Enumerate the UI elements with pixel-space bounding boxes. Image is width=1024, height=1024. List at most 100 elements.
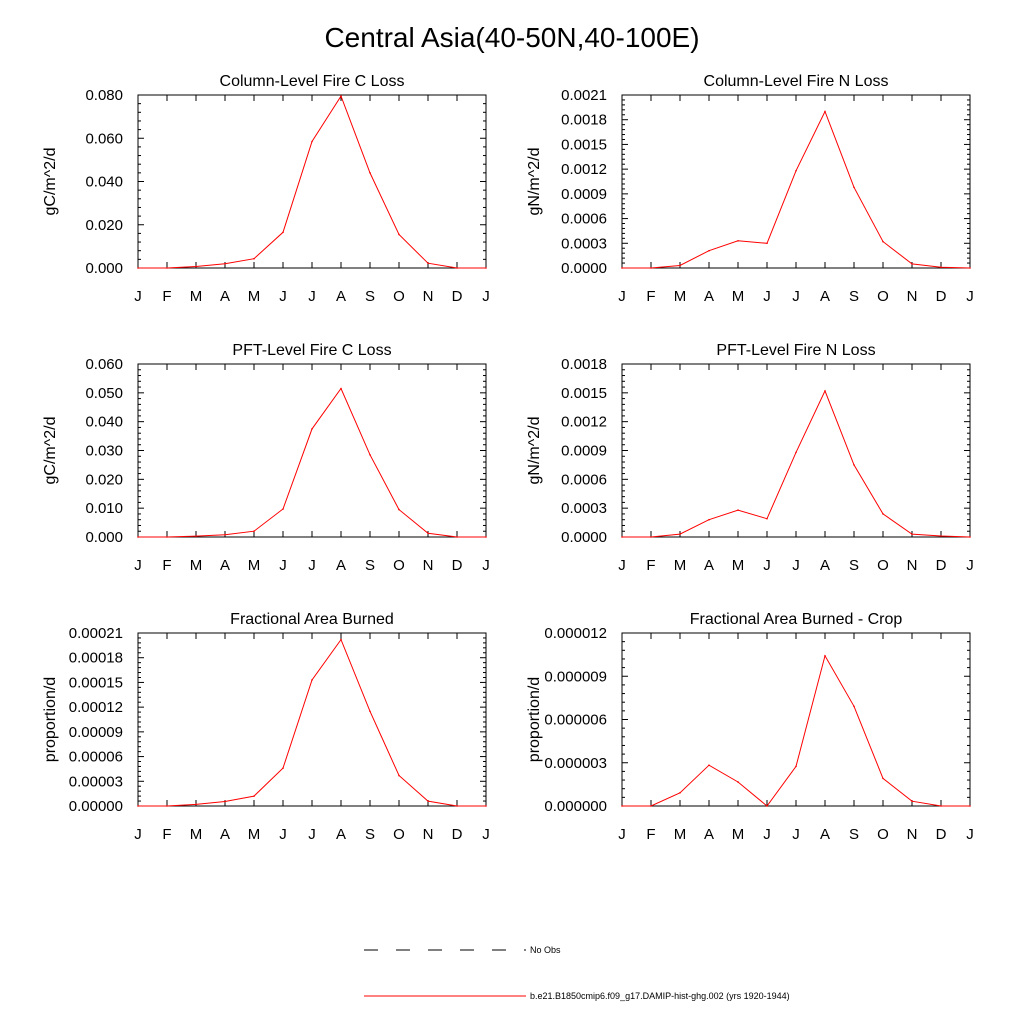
data-point: [311, 679, 313, 681]
x-tick-label: S: [849, 826, 859, 843]
x-tick-label: J: [308, 826, 316, 843]
data-point: [737, 240, 739, 242]
x-tick-label: A: [820, 826, 830, 843]
x-tick-label: N: [423, 288, 434, 305]
data-point: [456, 805, 458, 807]
data-point: [911, 800, 913, 802]
data-point: [369, 172, 371, 174]
data-point: [795, 765, 797, 768]
figure-title: Central Asia(40-50N,40-100E): [324, 22, 700, 53]
y-tick-label: 0.00006: [69, 749, 123, 766]
data-point: [369, 710, 371, 713]
y-tick-label: 0.040: [85, 414, 123, 431]
data-point: [621, 267, 623, 269]
panel-title: PFT-Level Fire N Loss: [716, 342, 875, 359]
y-tick-label: 0.000: [85, 529, 123, 546]
x-tick-label: O: [393, 288, 405, 305]
x-tick-label: J: [134, 288, 142, 305]
x-tick-label: J: [763, 826, 771, 843]
data-point: [195, 265, 197, 268]
y-tick-label: 0.0000: [561, 260, 607, 277]
data-point: [311, 428, 313, 430]
x-tick-label: S: [365, 826, 375, 843]
x-tick-label: A: [820, 288, 830, 305]
x-tick-label: M: [732, 557, 745, 574]
y-tick-label: 0.020: [85, 217, 123, 234]
y-tick-label: 0.000000: [544, 798, 607, 815]
y-tick-label: 0.0015: [561, 385, 607, 402]
panel-title: PFT-Level Fire C Loss: [232, 342, 391, 359]
y-tick-label: 0.0006: [561, 211, 607, 228]
data-point: [427, 800, 429, 802]
x-tick-label: D: [452, 826, 463, 843]
data-point: [708, 518, 710, 521]
data-point: [882, 513, 884, 515]
data-point: [166, 536, 168, 538]
x-tick-label: J: [763, 288, 771, 305]
data-point: [795, 451, 797, 454]
y-tick-label: 0.000012: [544, 625, 607, 642]
x-tick-label: F: [162, 826, 171, 843]
y-axis-label: gC/m^2/d: [42, 417, 59, 485]
data-point: [737, 509, 739, 511]
x-tick-label: J: [482, 288, 490, 305]
panel-title: Fractional Area Burned: [230, 611, 394, 628]
x-tick-label: M: [732, 826, 745, 843]
x-tick-label: A: [336, 288, 346, 305]
data-point: [940, 535, 942, 537]
plot-frame: [137, 363, 487, 538]
x-tick-label: N: [907, 557, 918, 574]
y-tick-label: 0.020: [85, 471, 123, 488]
data-point: [969, 536, 971, 538]
x-tick-label: D: [936, 826, 947, 843]
plot-frame: [621, 363, 971, 538]
x-tick-label: N: [907, 288, 918, 305]
data-point: [853, 186, 855, 189]
data-point: [311, 140, 313, 143]
series-line: [138, 387, 486, 538]
plot-frame: [137, 94, 487, 269]
x-tick-label: F: [646, 826, 655, 843]
legend-label-2: b.e21.B1850cmip6.f09_g17.DAMIP-hist-ghg.…: [530, 991, 790, 1001]
x-tick-label: M: [248, 288, 261, 305]
data-point: [195, 803, 197, 806]
x-tick-label: S: [849, 288, 859, 305]
x-tick-label: F: [646, 288, 655, 305]
y-tick-label: 0.00000: [69, 798, 123, 815]
y-tick-label: 0.0018: [561, 356, 607, 373]
y-tick-label: 0.00003: [69, 773, 123, 790]
data-point: [195, 535, 197, 537]
data-point: [137, 805, 139, 807]
x-tick-label: J: [792, 288, 800, 305]
x-tick-label: A: [220, 826, 230, 843]
data-point: [911, 533, 913, 535]
plot-frame: [621, 94, 971, 269]
x-tick-label: S: [849, 557, 859, 574]
y-tick-label: 0.0018: [561, 112, 607, 129]
x-tick-label: O: [393, 557, 405, 574]
y-tick-label: 0.050: [85, 385, 123, 402]
x-tick-label: J: [308, 557, 316, 574]
data-point: [485, 267, 487, 269]
y-axis-label: proportion/d: [42, 677, 59, 762]
data-point: [650, 805, 652, 807]
plot-frame: [137, 632, 487, 807]
data-point: [456, 267, 458, 269]
x-tick-label: M: [732, 288, 745, 305]
y-tick-label: 0.0009: [561, 443, 607, 460]
data-point: [282, 767, 284, 769]
x-tick-label: A: [704, 826, 714, 843]
data-point: [621, 536, 623, 538]
data-point: [650, 536, 652, 538]
y-tick-label: 0.030: [85, 443, 123, 460]
data-point: [398, 233, 400, 236]
data-point: [340, 95, 342, 97]
x-tick-label: J: [763, 557, 771, 574]
data-point: [224, 262, 226, 265]
x-tick-label: M: [248, 557, 261, 574]
y-tick-label: 0.00012: [69, 699, 123, 716]
